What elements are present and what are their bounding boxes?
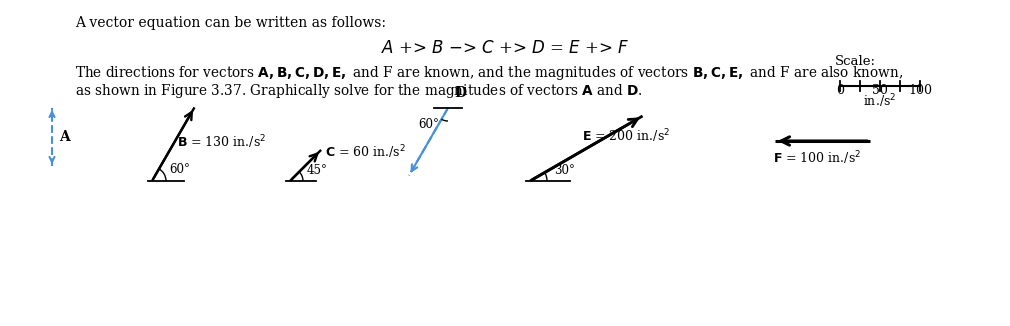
Text: $\bf{E}$ = 200 in./s$^2$: $\bf{E}$ = 200 in./s$^2$ <box>582 127 671 145</box>
Text: 30°: 30° <box>554 164 575 177</box>
Text: as shown in Figure 3.37. Graphically solve for the magnitudes of vectors $\bf{A}: as shown in Figure 3.37. Graphically sol… <box>75 82 643 100</box>
Text: A vector equation can be written as follows:: A vector equation can be written as foll… <box>75 16 386 30</box>
Text: The directions for vectors $\bf{A, B, C, D, E,}$ and F are known, and the magnit: The directions for vectors $\bf{A, B, C,… <box>75 64 903 82</box>
Text: 100: 100 <box>908 84 932 97</box>
Text: 50: 50 <box>872 84 888 97</box>
Text: D: D <box>454 86 467 100</box>
Text: 45°: 45° <box>307 164 328 177</box>
Text: $A$ +> $B$ $-$> $C$ +> $D$ = $E$ +> $F$: $A$ +> $B$ $-$> $C$ +> $D$ = $E$ +> $F$ <box>381 40 629 57</box>
Text: $\bf{C}$ = 60 in./s$^2$: $\bf{C}$ = 60 in./s$^2$ <box>325 143 406 161</box>
Text: 0: 0 <box>836 84 844 97</box>
Text: $\bf{B}$ = 130 in./s$^2$: $\bf{B}$ = 130 in./s$^2$ <box>177 133 267 151</box>
Text: $\bf{F}$ = 100 in./s$^2$: $\bf{F}$ = 100 in./s$^2$ <box>773 149 862 167</box>
Text: Scale:: Scale: <box>835 55 876 68</box>
Text: 60°: 60° <box>169 163 190 176</box>
Text: in./s$^2$: in./s$^2$ <box>864 92 897 110</box>
Text: A: A <box>59 130 70 144</box>
Text: 60°: 60° <box>418 117 439 130</box>
